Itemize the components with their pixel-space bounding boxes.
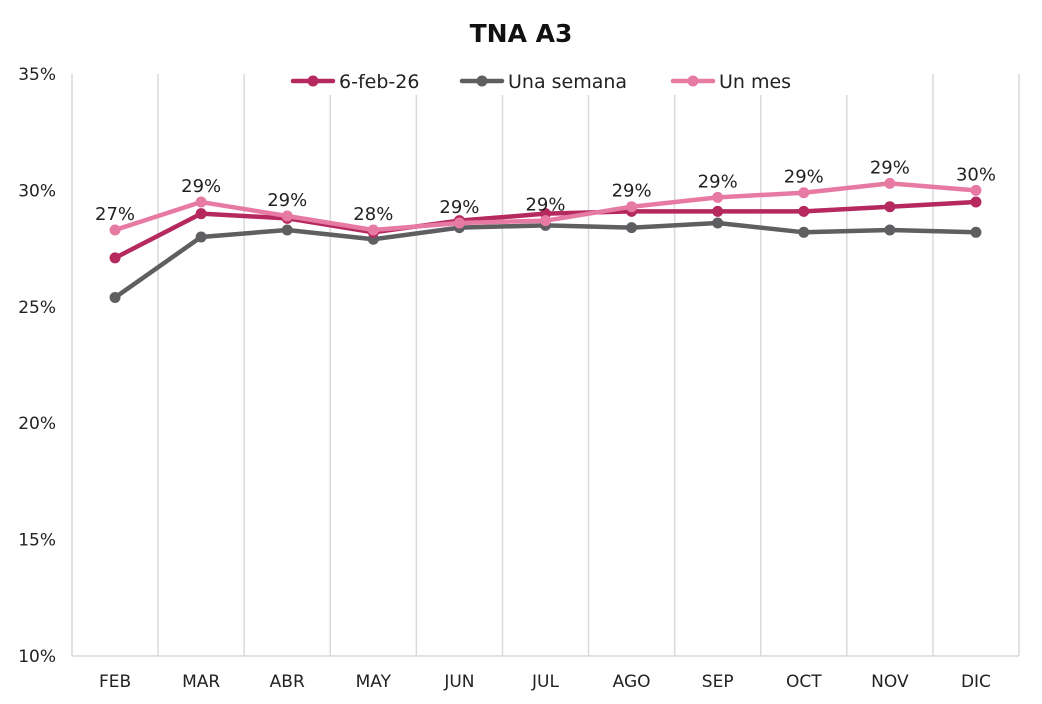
y-tick-label: 20%: [18, 414, 56, 434]
data-point: [540, 215, 551, 227]
x-tick-label: FEB: [99, 672, 131, 692]
data-label: 29%: [784, 167, 824, 188]
x-tick-label: JUN: [443, 672, 474, 692]
axis-layer: 10% 15% 20% 25% 30% 35% FEB MAR ABR MAY JUN JUL AGO S…: [18, 65, 991, 692]
data-label: 29%: [698, 171, 738, 192]
data-point: [798, 226, 810, 238]
legend-marker: [307, 75, 319, 87]
data-point: [712, 217, 724, 229]
x-tick-label: OCT: [786, 672, 822, 692]
x-tick-label: SEP: [702, 672, 734, 692]
x-tick-label: MAR: [182, 672, 220, 692]
data-point: [884, 201, 896, 213]
x-tick-label: DIC: [961, 672, 991, 692]
data-label-layer: 27% 29% 29% 28% 29% 29% 29% 29% 29% 29% 30%: [95, 157, 996, 225]
series-layer: [109, 177, 982, 303]
legend-label: 6-feb-26: [339, 71, 419, 93]
data-point: [798, 187, 810, 199]
data-label: 27%: [95, 204, 135, 225]
data-label: 29%: [181, 176, 221, 197]
data-point: [970, 184, 982, 196]
data-point: [453, 217, 465, 229]
data-point: [281, 210, 293, 222]
legend-item: Una semana: [456, 65, 646, 95]
data-label: 29%: [439, 197, 479, 218]
data-label: 29%: [267, 190, 307, 211]
chart-title: TNA A3: [470, 19, 573, 48]
y-tick-label: 15%: [18, 531, 56, 551]
data-point: [970, 196, 982, 208]
legend-marker: [476, 75, 488, 87]
data-point: [884, 177, 896, 189]
x-tick-label: NOV: [871, 672, 909, 692]
data-point: [109, 291, 121, 303]
x-tick-label: JUL: [531, 672, 559, 692]
data-point: [626, 222, 638, 234]
data-point: [712, 191, 724, 203]
data-point: [367, 224, 379, 236]
legend: 6-feb-26 Una semana Un mes: [287, 65, 857, 95]
series-un-mes: [109, 177, 982, 236]
series-una-semana: [109, 217, 982, 303]
data-point: [109, 224, 121, 236]
x-tick-label: ABR: [270, 672, 305, 692]
data-point: [195, 196, 207, 208]
data-point: [281, 224, 293, 236]
data-point: [109, 252, 121, 264]
y-tick-label: 30%: [18, 181, 56, 201]
data-point: [970, 226, 982, 238]
x-tick-label: AGO: [613, 672, 651, 692]
data-label: 30%: [956, 164, 996, 185]
legend-label: Un mes: [719, 71, 791, 93]
data-point: [798, 205, 810, 217]
legend-label: Una semana: [508, 71, 627, 93]
data-label: 29%: [525, 195, 565, 216]
legend-item: 6-feb-26: [287, 65, 477, 95]
y-tick-label: 25%: [18, 298, 56, 318]
x-tick-label: MAY: [356, 672, 392, 692]
data-label: 28%: [353, 204, 393, 225]
data-point: [195, 231, 207, 243]
data-label: 29%: [870, 157, 910, 178]
grid-layer: [71, 74, 1020, 657]
data-point: [195, 208, 207, 220]
y-tick-label: 10%: [18, 647, 56, 667]
data-point: [712, 205, 724, 217]
y-tick-label: 35%: [18, 65, 56, 85]
legend-marker: [687, 75, 699, 87]
legend-item: Un mes: [667, 65, 857, 95]
data-label: 29%: [612, 181, 652, 202]
data-point: [626, 201, 638, 213]
data-point: [884, 224, 896, 236]
